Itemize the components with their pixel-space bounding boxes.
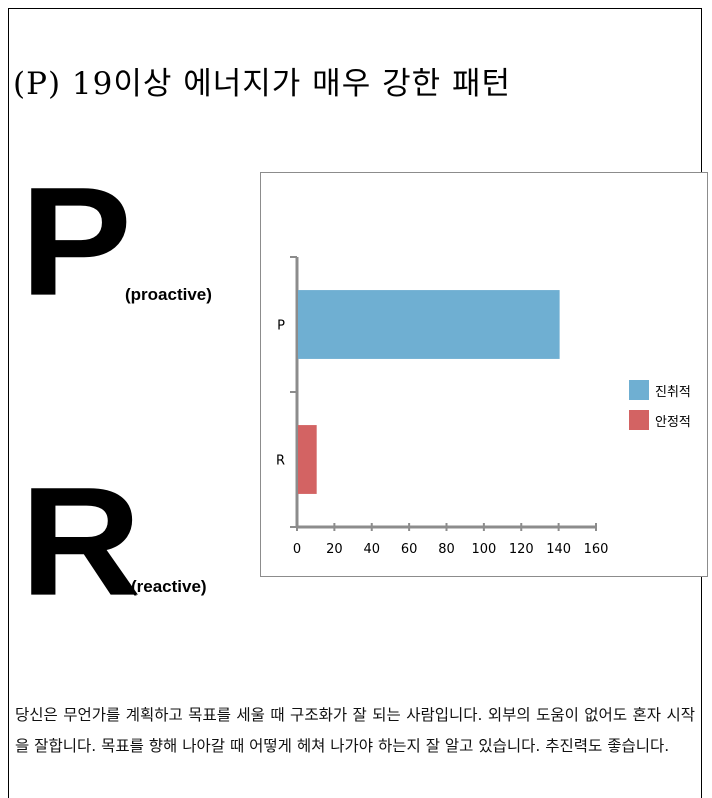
x-tick-label: 0 bbox=[293, 542, 301, 557]
legend-swatch-stable bbox=[629, 410, 649, 430]
x-tick-label: 20 bbox=[326, 542, 343, 557]
proactive-label: (proactive) bbox=[125, 285, 212, 304]
bar-chart: 0 20 40 60 80 100 120 140 160 P R 진취적 안정적 bbox=[260, 172, 708, 577]
x-tick-label: 100 bbox=[471, 542, 496, 557]
bar-안정적-R bbox=[298, 425, 317, 494]
reactive-label: (reactive) bbox=[131, 577, 207, 596]
proactive-letter: P bbox=[20, 154, 132, 328]
x-tick-label: 120 bbox=[509, 542, 534, 557]
y-tick-label: P bbox=[277, 319, 285, 334]
x-tick-label: 160 bbox=[584, 542, 609, 557]
description-text: 당신은 무언가를 계획하고 목표를 세울 때 구조화가 잘 되는 사람입니다. … bbox=[15, 706, 695, 755]
legend-swatch-proactive bbox=[629, 380, 649, 400]
x-tick-label: 80 bbox=[438, 542, 455, 557]
x-tick-label: 60 bbox=[401, 542, 418, 557]
legend-item-proactive: 진취적 bbox=[629, 379, 691, 401]
legend-label-stable: 안정적 bbox=[655, 414, 691, 430]
reactive-letter: R bbox=[20, 454, 141, 628]
chart-legend: 진취적 안정적 bbox=[629, 379, 691, 439]
bar-chart-canvas: 0 20 40 60 80 100 120 140 160 P R bbox=[276, 256, 609, 557]
x-tick-label: 140 bbox=[546, 542, 571, 557]
x-tick-label: 40 bbox=[363, 542, 380, 557]
legend-label-proactive: 진취적 bbox=[655, 384, 691, 400]
legend-item-stable: 안정적 bbox=[629, 409, 691, 431]
page-title: (P) 19이상 에너지가 매우 강한 패턴 bbox=[13, 66, 512, 102]
y-tick-label: R bbox=[276, 454, 285, 469]
bar-진취적-P bbox=[298, 290, 560, 359]
